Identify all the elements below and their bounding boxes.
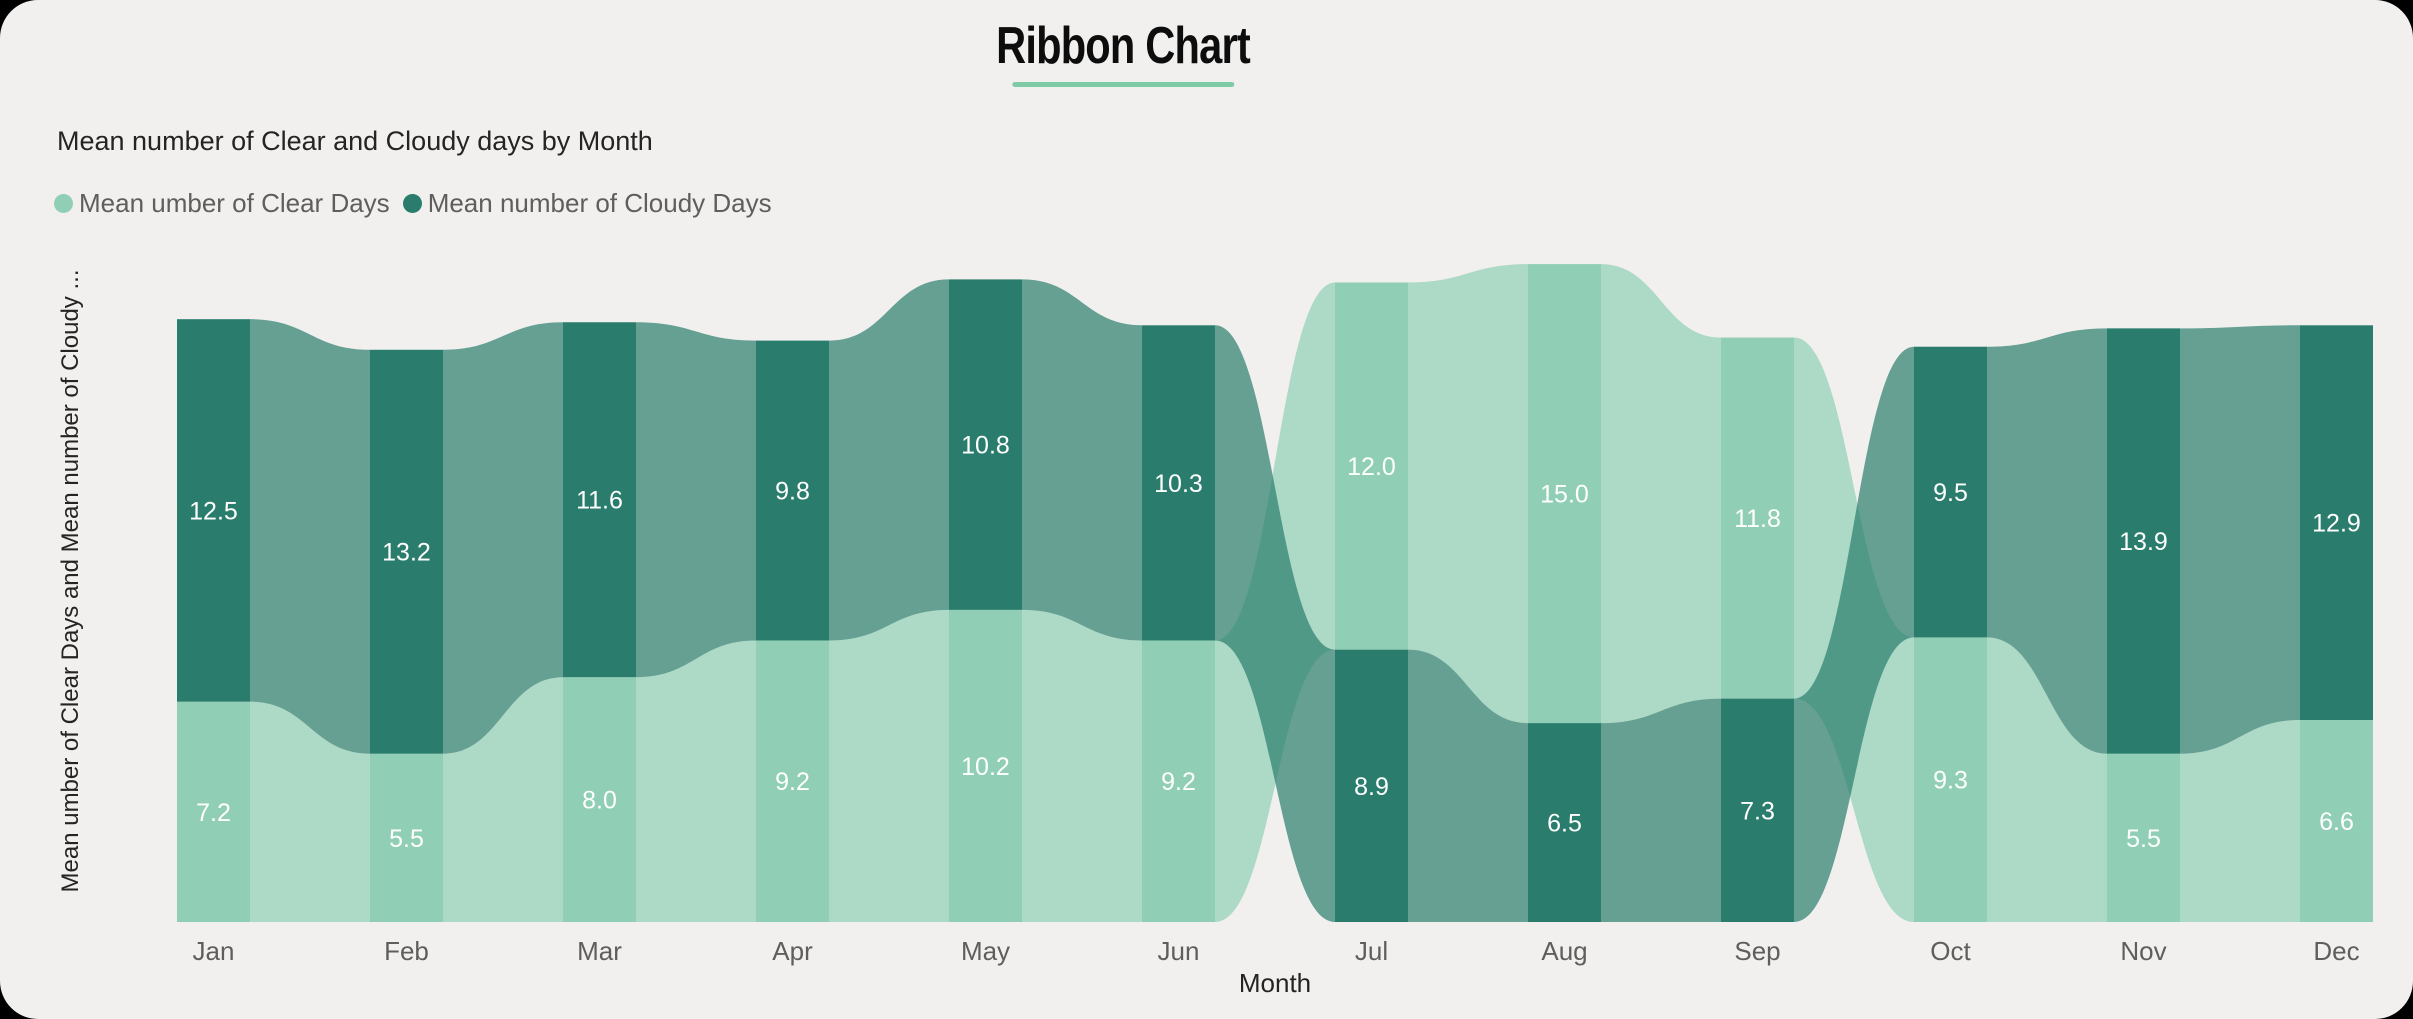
data-label-cloudy-Mar: 11.6: [576, 487, 623, 515]
ribbon-clear-May-Jun[interactable]: [1022, 609, 1142, 922]
bar-cloudy-Nov[interactable]: [2107, 328, 2180, 754]
legend-label-cloudy-days: Mean number of Cloudy Days: [427, 188, 772, 218]
x-axis-title: Month: [1238, 968, 1312, 998]
x-tick-label-Aug: Aug: [1541, 936, 1588, 966]
data-label-clear-Mar: 8.0: [582, 787, 617, 815]
bar-clear-Dec[interactable]: [2300, 720, 2373, 922]
bar-cloudy-Jan[interactable]: [177, 319, 250, 702]
data-label-clear-Nov: 5.5: [2126, 825, 2161, 853]
data-label-cloudy-Oct: 9.5: [1933, 479, 1968, 507]
data-label-clear-Aug: 15.0: [1540, 481, 1589, 509]
bar-clear-Apr[interactable]: [756, 640, 829, 922]
legend-item-clear-days[interactable]: Mean umber of Clear Days: [54, 188, 390, 219]
bar-cloudy-Aug[interactable]: [1528, 723, 1601, 922]
data-label-clear-Dec: 6.6: [2319, 808, 2354, 836]
data-label-cloudy-Jun: 10.3: [1154, 470, 1203, 498]
x-tick-label-Nov: Nov: [2120, 936, 2167, 966]
data-label-cloudy-Feb: 13.2: [382, 539, 431, 567]
x-tick-label-Oct: Oct: [1930, 936, 1971, 966]
bar-clear-Jun[interactable]: [1142, 640, 1215, 922]
ribbon-cloudy-Apr-May[interactable]: [829, 279, 949, 641]
ribbon-clear-Nov-Dec[interactable]: [2180, 720, 2300, 922]
ribbon-cloudy-Feb-Mar[interactable]: [443, 322, 563, 754]
ribbon-clear-Jul-Aug[interactable]: [1408, 264, 1528, 724]
data-label-clear-Jan: 7.2: [196, 799, 231, 827]
bar-clear-May[interactable]: [949, 609, 1022, 922]
data-label-cloudy-Jul: 8.9: [1354, 773, 1389, 801]
bar-clear-Sep[interactable]: [1721, 337, 1794, 699]
title-underline: [1011, 82, 1234, 87]
bar-cloudy-Apr[interactable]: [756, 340, 829, 641]
bar-cloudy-Jun[interactable]: [1142, 325, 1215, 641]
ribbon-cloudy-Nov-Dec[interactable]: [2180, 325, 2300, 754]
data-label-clear-May: 10.2: [961, 753, 1010, 781]
x-tick-label-Sep: Sep: [1734, 936, 1781, 966]
ribbon-clear-Apr-May[interactable]: [829, 609, 949, 922]
data-label-clear-Feb: 5.5: [389, 825, 424, 853]
bar-clear-Jan[interactable]: [177, 701, 250, 922]
page-title: Ribbon Chart: [996, 17, 1251, 75]
x-tick-label-Feb: Feb: [384, 936, 429, 966]
ribbon-cloudy-Mar-Apr[interactable]: [636, 322, 756, 678]
x-tick-label-May: May: [960, 936, 1011, 966]
legend-item-cloudy-days[interactable]: Mean number of Cloudy Days: [402, 188, 772, 219]
x-tick-label-Mar: Mar: [577, 936, 622, 966]
bar-clear-Aug[interactable]: [1528, 264, 1601, 724]
ribbon-cloudy-Jun-Jul[interactable]: [1215, 325, 1335, 922]
bar-cloudy-Feb[interactable]: [370, 349, 443, 754]
ribbon-cloudy-Aug-Sep[interactable]: [1601, 698, 1721, 922]
bar-clear-Jul[interactable]: [1335, 282, 1408, 650]
ribbon-clear-Jan-Feb[interactable]: [250, 701, 370, 922]
bar-cloudy-Sep[interactable]: [1721, 698, 1794, 922]
x-tick-label-Jul: Jul: [1354, 936, 1389, 966]
legend-swatch-cloudy-icon: [402, 194, 422, 213]
x-tick-label-Jun: Jun: [1157, 936, 1200, 966]
data-label-cloudy-Aug: 6.5: [1547, 810, 1582, 838]
x-tick-label-Jan: Jan: [192, 936, 235, 966]
legend-label-clear-days: Mean umber of Clear Days: [79, 188, 390, 218]
bar-clear-Mar[interactable]: [563, 677, 636, 922]
x-tick-label-Dec: Dec: [2313, 936, 2360, 966]
legend-swatch-clear-icon: [54, 194, 73, 213]
ribbon-clear-Feb-Mar[interactable]: [443, 677, 563, 922]
ribbon-clear-Mar-Apr[interactable]: [636, 640, 756, 922]
ribbon-cloudy-Jul-Aug[interactable]: [1408, 649, 1528, 922]
data-label-clear-Oct: 9.3: [1933, 767, 1968, 795]
ribbon-cloudy-Oct-Nov[interactable]: [1987, 328, 2107, 754]
bar-cloudy-Jul[interactable]: [1335, 649, 1408, 922]
bar-clear-Nov[interactable]: [2107, 753, 2180, 922]
data-label-cloudy-Apr: 9.8: [775, 478, 810, 506]
x-tick-label-Apr: Apr: [772, 936, 813, 966]
bar-clear-Oct[interactable]: [1914, 637, 1987, 922]
ribbon-cloudy-May-Jun[interactable]: [1022, 279, 1142, 641]
bar-cloudy-Dec[interactable]: [2300, 325, 2373, 721]
data-label-cloudy-Jan: 12.5: [189, 497, 238, 525]
ribbon-cloudy-Sep-Oct[interactable]: [1794, 346, 1914, 923]
data-label-clear-Jun: 9.2: [1161, 768, 1196, 796]
legend: Mean umber of Clear Days Mean number of …: [54, 188, 785, 219]
data-label-cloudy-Dec: 12.9: [2312, 510, 2361, 538]
bar-cloudy-May[interactable]: [949, 279, 1022, 610]
data-label-clear-Apr: 9.2: [775, 768, 810, 796]
report-header: Ribbon Chart: [964, 16, 1281, 87]
data-label-cloudy-Sep: 7.3: [1740, 797, 1775, 825]
chart-title: Mean number of Clear and Cloudy days by …: [57, 126, 653, 156]
ribbon-clear-Aug-Sep[interactable]: [1601, 264, 1721, 724]
bar-clear-Feb[interactable]: [370, 753, 443, 922]
ribbon-cloudy-Jan-Feb[interactable]: [250, 319, 370, 754]
data-label-clear-Jul: 12.0: [1347, 453, 1396, 481]
ribbon-clear-Oct-Nov[interactable]: [1987, 637, 2107, 922]
data-label-cloudy-Nov: 13.9: [2119, 528, 2168, 556]
bar-cloudy-Oct[interactable]: [1914, 346, 1987, 638]
bar-cloudy-Mar[interactable]: [563, 322, 636, 678]
data-label-cloudy-May: 10.8: [961, 432, 1010, 460]
data-label-clear-Sep: 11.8: [1734, 505, 1781, 533]
